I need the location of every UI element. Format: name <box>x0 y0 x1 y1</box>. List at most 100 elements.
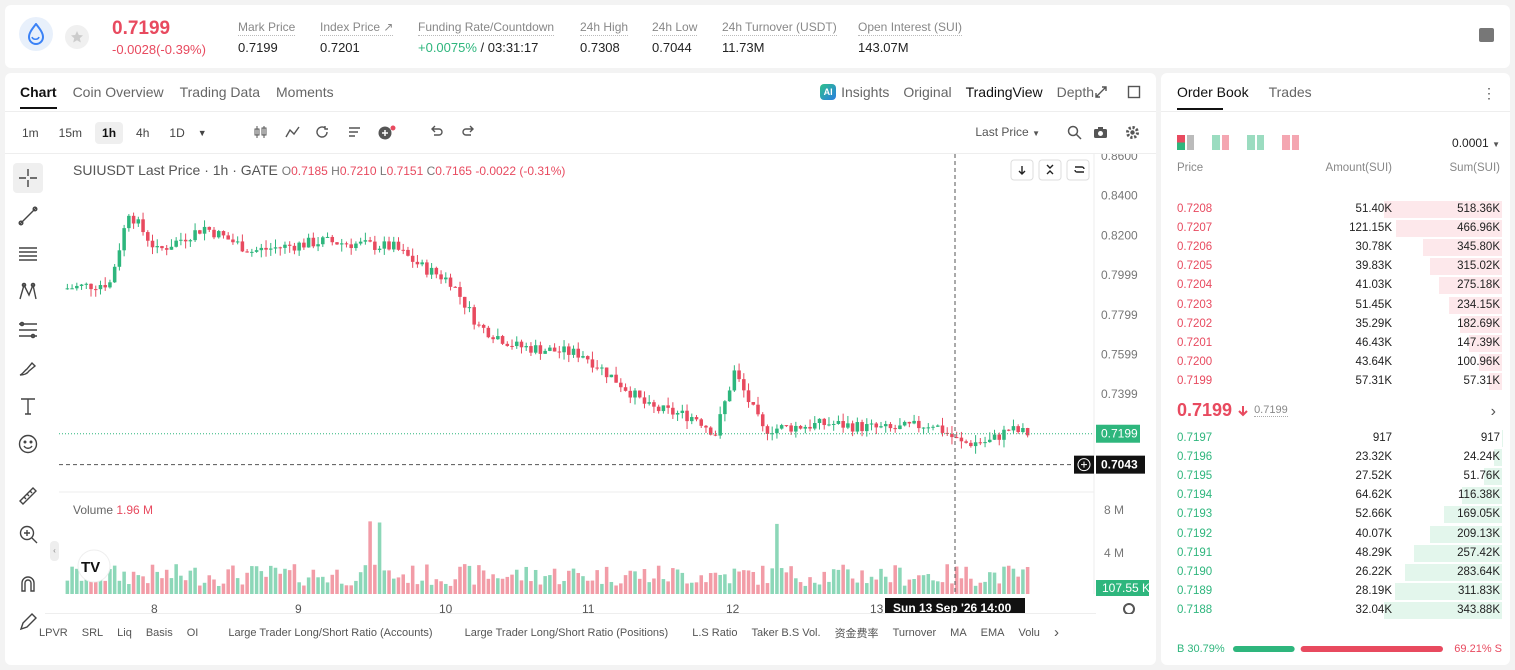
indicator-item[interactable]: Turnover <box>892 626 937 639</box>
precision-select[interactable]: 0.0001 ▼ <box>1452 136 1500 150</box>
tab-depth[interactable]: Depth <box>1056 84 1094 100</box>
candle <box>127 214 131 232</box>
indicator-item[interactable]: SRL <box>81 626 104 639</box>
orderbook-row[interactable]: 0.7205 39.83K 315.02K <box>1161 257 1510 276</box>
indicator-item[interactable]: Taker B.S Vol. <box>751 626 821 639</box>
orderbook-row[interactable]: 0.7201 46.43K 147.39K <box>1161 334 1510 353</box>
tab-moments[interactable]: Moments <box>276 84 334 100</box>
last-price-tag: 0.7199 <box>1096 424 1140 443</box>
orderbook-row[interactable]: 0.7193 52.66K 169.05K <box>1161 505 1510 524</box>
window-icon[interactable] <box>1127 85 1141 99</box>
tab-tradingview[interactable]: TradingView <box>965 84 1043 100</box>
chevron-right-icon[interactable]: › <box>1490 403 1496 420</box>
indicator-item[interactable]: Large Trader Long/Short Ratio (Accounts) <box>228 626 433 639</box>
interval-dropdown-icon[interactable]: ▼ <box>197 128 207 138</box>
undo-icon[interactable] <box>429 125 445 139</box>
stat-funding-rate[interactable]: Funding Rate/Countdown +0.0075% / 03:31:1… <box>418 20 555 55</box>
volume-bar <box>259 571 264 594</box>
tab-insights[interactable]: AI Insights <box>820 84 889 100</box>
indicator-item[interactable]: LPVR <box>39 626 68 639</box>
price-type-select[interactable]: Last Price ▼ <box>975 125 1040 139</box>
orderbook-row[interactable]: 0.7208 51.40K 518.36K <box>1161 200 1510 219</box>
settings-gear-icon[interactable] <box>1125 125 1140 140</box>
redo-icon[interactable] <box>460 125 476 139</box>
orderbook-row[interactable]: 0.7190 26.22K 283.64K <box>1161 563 1510 582</box>
collapse-toolbar-icon[interactable]: ‹ <box>50 541 59 561</box>
orderbook-row[interactable]: 0.7194 64.62K 116.38K <box>1161 486 1510 505</box>
interval-4h[interactable]: 4h <box>136 126 150 140</box>
indicator-item[interactable]: EMA <box>980 626 1005 639</box>
zoom-tool-icon[interactable] <box>13 519 43 549</box>
volume-bar <box>756 584 760 594</box>
horizontal-lines-tool-icon[interactable] <box>13 239 43 269</box>
tab-trading-data[interactable]: Trading Data <box>179 84 261 100</box>
indicator-item[interactable]: Basis <box>145 626 173 639</box>
trendline-tool-icon[interactable] <box>13 201 43 231</box>
indicator-item[interactable]: Volu <box>1018 626 1040 639</box>
expand-icon[interactable] <box>1094 85 1108 99</box>
tab-original[interactable]: Original <box>903 84 952 100</box>
volume-bar <box>377 522 382 594</box>
orderbook-row[interactable]: 0.7188 32.04K 343.88K <box>1161 601 1510 620</box>
pattern-tool-icon[interactable] <box>13 277 43 307</box>
book-icon[interactable] <box>1479 28 1494 42</box>
orderbook-row[interactable]: 0.7189 28.19K 311.83K <box>1161 582 1510 601</box>
interval-1d[interactable]: 1D <box>169 126 185 140</box>
orderbook-row[interactable]: 0.7192 40.07K 209.13K <box>1161 525 1510 544</box>
orderbook-row[interactable]: 0.7207 121.15K 466.96K <box>1161 219 1510 238</box>
orderbook-row[interactable]: 0.7191 48.29K 257.42K <box>1161 544 1510 563</box>
tab-coin-overview[interactable]: Coin Overview <box>72 84 164 100</box>
candle-type-icon[interactable] <box>253 125 269 139</box>
candlestick-chart[interactable]: 0.8600 0.8400 0.8200 0.7999 0.7799 0.7599 0.73… <box>59 154 1149 614</box>
scroll-right-icon[interactable]: › <box>1053 624 1059 641</box>
indicator-item[interactable]: OI <box>186 626 199 639</box>
mode-bids-icon[interactable] <box>1247 135 1264 150</box>
orderbook-row[interactable]: 0.7199 57.31K 57.31K <box>1161 372 1510 391</box>
pencil-tool-icon[interactable] <box>13 607 43 637</box>
tab-order-book[interactable]: Order Book <box>1177 84 1249 110</box>
interval-1h[interactable]: 1h <box>95 122 124 144</box>
stat-index-price[interactable]: Index Price ↗ 0.7201 <box>320 20 394 55</box>
volume-bar <box>434 579 439 594</box>
indicator-item[interactable]: Liq <box>117 626 132 639</box>
magnet-tool-icon[interactable] <box>13 569 43 599</box>
ruler-tool-icon[interactable] <box>13 481 43 511</box>
orderbook-row[interactable]: 0.7202 35.29K 182.69K <box>1161 315 1510 334</box>
search-icon[interactable] <box>1067 125 1082 140</box>
crosshair-tool-icon[interactable] <box>13 163 43 193</box>
add-indicator-icon[interactable] <box>377 125 397 141</box>
mode-asks-icon[interactable] <box>1282 135 1299 150</box>
indicators-icon[interactable] <box>285 125 301 139</box>
tab-chart[interactable]: Chart <box>20 84 57 109</box>
volume-bar <box>505 576 510 594</box>
text-tool-icon[interactable] <box>13 391 43 421</box>
interval-1m[interactable]: 1m <box>22 126 39 140</box>
orderbook-row[interactable]: 0.7197 917 917 <box>1161 429 1510 448</box>
emoji-tool-icon[interactable] <box>13 429 43 459</box>
orderbook-row[interactable]: 0.7203 51.45K 234.15K <box>1161 296 1510 315</box>
fib-tool-icon[interactable] <box>13 315 43 345</box>
indicator-item[interactable]: Large Trader Long/Short Ratio (Positions… <box>464 626 669 639</box>
favorite-star-icon[interactable] <box>65 25 89 49</box>
volume-bar <box>590 580 595 594</box>
template-icon[interactable] <box>347 125 363 139</box>
indicator-item[interactable]: 资金费率 <box>834 627 879 640</box>
orderbook-row[interactable]: 0.7200 43.64K 100.96K <box>1161 353 1510 372</box>
mode-both-alt-icon[interactable] <box>1212 135 1229 150</box>
camera-icon[interactable] <box>1093 125 1108 140</box>
orderbook-row[interactable]: 0.7206 30.78K 345.80K <box>1161 238 1510 257</box>
mode-both-icon[interactable] <box>1177 135 1194 150</box>
replay-icon[interactable] <box>315 125 331 139</box>
more-menu-icon[interactable]: ⋮ <box>1482 85 1496 101</box>
stat-mark-price[interactable]: Mark Price 0.7199 <box>238 20 296 55</box>
depth-bar <box>1462 487 1502 505</box>
orderbook-row[interactable]: 0.7196 23.32K 24.24K <box>1161 448 1510 467</box>
brush-tool-icon[interactable] <box>13 353 43 383</box>
row-amount: 28.19K <box>1355 584 1392 597</box>
tab-trades[interactable]: Trades <box>1268 84 1312 100</box>
interval-15m[interactable]: 15m <box>58 126 83 140</box>
indicator-item[interactable]: MA <box>950 626 967 639</box>
orderbook-row[interactable]: 0.7195 27.52K 51.76K <box>1161 467 1510 486</box>
orderbook-row[interactable]: 0.7204 41.03K 275.18K <box>1161 276 1510 295</box>
indicator-item[interactable]: L.S Ratio <box>692 626 738 639</box>
